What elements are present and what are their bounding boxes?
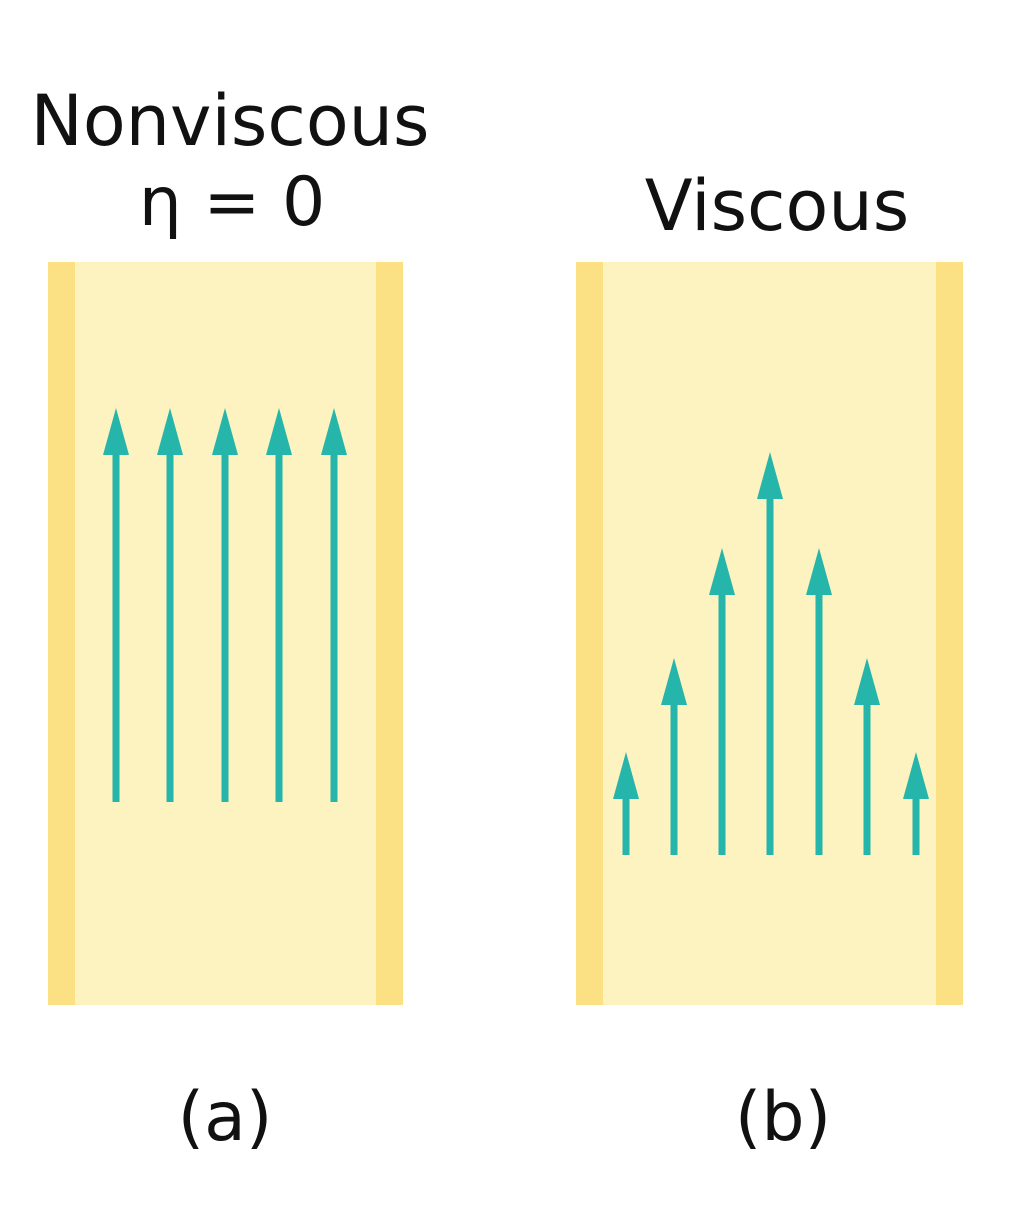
velocity-arrows (103, 408, 929, 855)
panel-subtitle: η = 0 (139, 163, 326, 242)
arrow-head (321, 408, 347, 455)
arrow-head (212, 408, 238, 455)
arrow-head (157, 408, 183, 455)
panel-title: Viscous (645, 165, 909, 247)
panel-title: Nonviscous (30, 80, 429, 162)
pipe-wall (576, 262, 603, 1005)
arrow-head (103, 408, 129, 455)
arrow-head (661, 658, 687, 705)
panel-b: Viscous (b) (576, 165, 963, 1157)
pipe-wall (376, 262, 403, 1005)
arrow-head (266, 408, 292, 455)
arrow-head (806, 548, 832, 595)
arrow-head (757, 452, 783, 499)
pipe-wall (48, 262, 75, 1005)
panel-label: (b) (735, 1078, 831, 1157)
arrow-head (613, 752, 639, 799)
arrow-head (903, 752, 929, 799)
pipe-wall (936, 262, 963, 1005)
panel-label: (a) (178, 1078, 273, 1157)
arrow-head (709, 548, 735, 595)
arrow-head (854, 658, 880, 705)
